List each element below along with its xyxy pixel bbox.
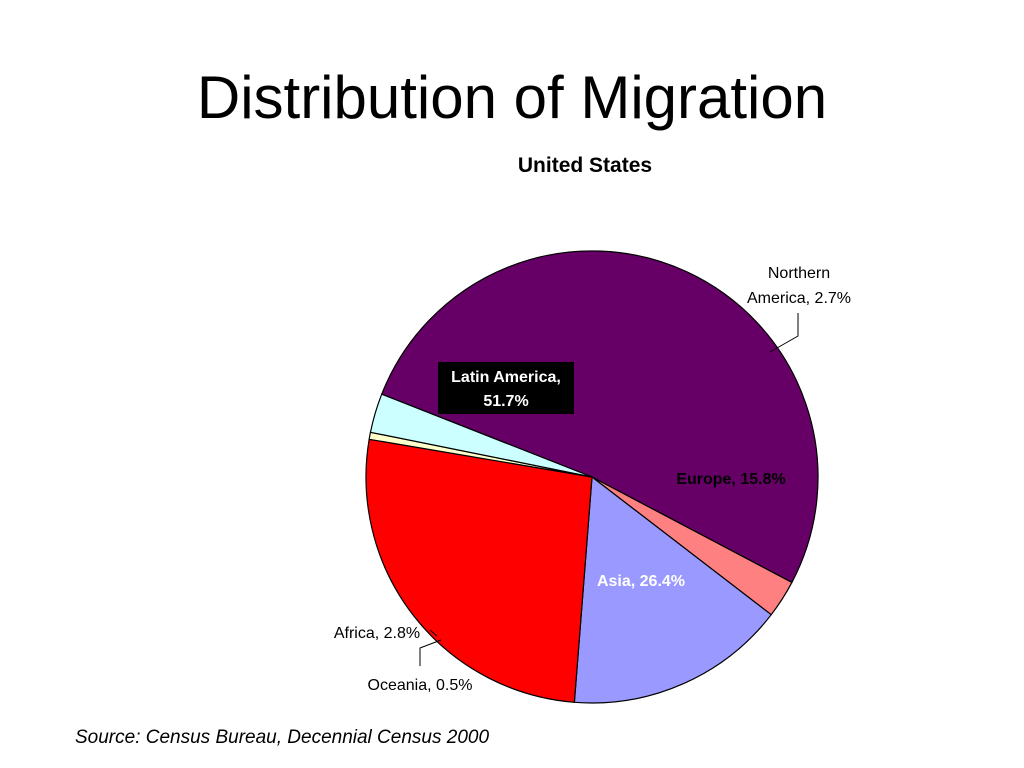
label-oceania: Oceania, 0.5% bbox=[368, 677, 473, 694]
pie-slice-latin-america bbox=[380, 250, 819, 584]
label-northern-america-line2: America, 2.7% bbox=[747, 290, 851, 307]
label-northern-america-line1: Northern bbox=[768, 265, 830, 282]
leader-lines bbox=[419, 313, 799, 666]
label-europe: Europe, 15.8% bbox=[676, 471, 785, 488]
slide-title: Distribution of Migration bbox=[196, 64, 828, 131]
chart-title: United States bbox=[518, 154, 652, 177]
label-africa: Africa, 2.8% bbox=[334, 625, 420, 642]
leader-northern-america bbox=[769, 313, 799, 353]
leader-oceania bbox=[419, 639, 442, 666]
pie-slices bbox=[365, 250, 819, 704]
pie-slice-africa bbox=[369, 393, 593, 478]
pie-slice-asia bbox=[365, 438, 593, 703]
source-note: Source: Census Bureau, Decennial Census … bbox=[75, 727, 490, 748]
label-asia: Asia, 26.4% bbox=[597, 573, 685, 590]
leader-africa bbox=[429, 629, 438, 637]
label-latin-america-line2: 51.7% bbox=[483, 393, 528, 410]
pie-slice-europe bbox=[573, 475, 773, 704]
label-latin-america-line1: Latin America, bbox=[451, 369, 561, 386]
label-latin-america-bg bbox=[438, 362, 574, 414]
